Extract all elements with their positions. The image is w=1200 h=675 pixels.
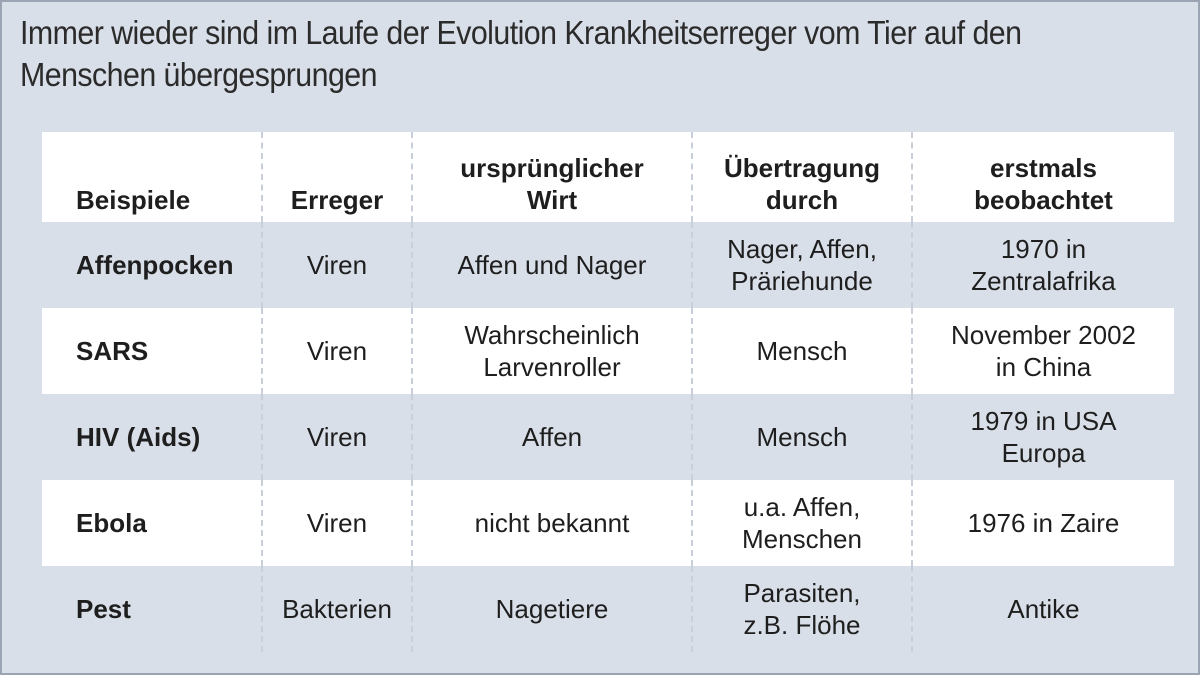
cell-example: HIV (Aids) (76, 422, 201, 452)
cell-pathogen: Viren (261, 394, 412, 480)
column-header-examples: Beispiele (76, 185, 191, 215)
cell-transmission: Mensch (691, 308, 912, 394)
column-header-pathogen: Erreger (261, 132, 412, 222)
cell-transmission: Parasiten, z.B. Flöhe (691, 566, 912, 652)
table-row: Pest Bakterien Nagetiere Parasiten, z.B.… (42, 566, 1174, 652)
cell-original-host: Wahrscheinlich Larvenroller (411, 308, 692, 394)
infographic-title: Immer wieder sind im Laufe der Evolution… (20, 14, 1022, 93)
disease-table: Beispiele Erreger ursprünglicher Wirt Üb… (42, 132, 1174, 652)
cell-transmission: u.a. Affen, Menschen (691, 480, 912, 566)
cell-transmission: Nager, Affen, Präriehunde (691, 222, 912, 308)
cell-first-observed: November 2002 in China (911, 308, 1174, 394)
cell-first-observed: 1970 in Zentralafrika (911, 222, 1174, 308)
cell-original-host: Affen (411, 394, 692, 480)
table-header-row: Beispiele Erreger ursprünglicher Wirt Üb… (42, 132, 1174, 222)
cell-example: Affenpocken (76, 250, 234, 280)
table-row: HIV (Aids) Viren Affen Mensch 1979 in US… (42, 394, 1174, 480)
column-header-first-observed: erstmals beobachtet (911, 132, 1174, 222)
cell-example: Ebola (76, 508, 147, 538)
cell-pathogen: Viren (261, 222, 412, 308)
cell-first-observed: 1976 in Zaire (911, 480, 1174, 566)
table-row: Ebola Viren nicht bekannt u.a. Affen, Me… (42, 480, 1174, 566)
cell-original-host: nicht bekannt (411, 480, 692, 566)
cell-original-host: Nagetiere (411, 566, 692, 652)
cell-first-observed: 1979 in USA Europa (911, 394, 1174, 480)
table-row: Affenpocken Viren Affen und Nager Nager,… (42, 222, 1174, 308)
cell-pathogen: Viren (261, 308, 412, 394)
cell-transmission: Mensch (691, 394, 912, 480)
column-header-transmission: Übertragung durch (691, 132, 912, 222)
cell-original-host: Affen und Nager (411, 222, 692, 308)
cell-pathogen: Bakterien (261, 566, 412, 652)
cell-first-observed: Antike (911, 566, 1174, 652)
cell-example: Pest (76, 594, 131, 624)
table-row: SARS Viren Wahrscheinlich Larvenroller M… (42, 308, 1174, 394)
cell-example: SARS (76, 336, 149, 366)
column-header-original-host: ursprünglicher Wirt (411, 132, 692, 222)
cell-pathogen: Viren (261, 480, 412, 566)
